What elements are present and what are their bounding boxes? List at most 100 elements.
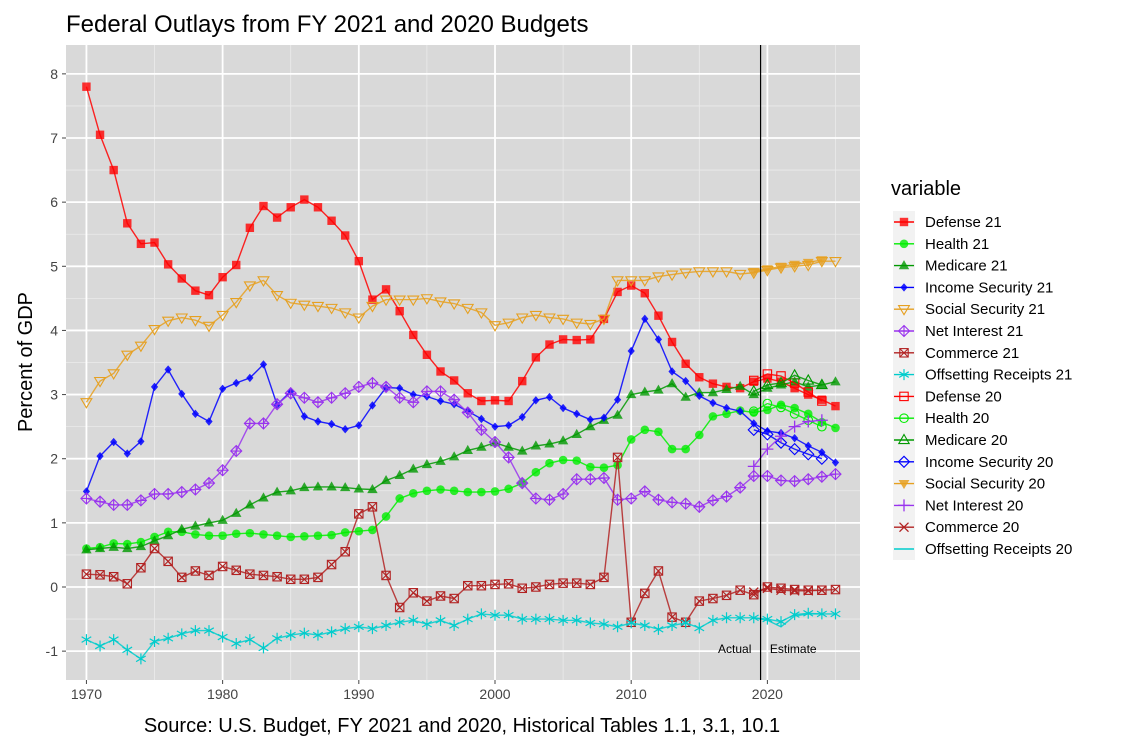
point-commerce-21 xyxy=(640,588,650,599)
x-tick-label: 2000 xyxy=(479,686,510,702)
point-medicare-21 xyxy=(666,378,678,388)
point-social-security-21 xyxy=(80,398,93,409)
point-income-security-21 xyxy=(505,421,513,430)
point-medicare-21 xyxy=(748,389,759,399)
line-income-security-20 xyxy=(753,429,823,460)
point-net-interest-21 xyxy=(284,387,297,400)
point-health-21 xyxy=(831,423,840,433)
point-net-interest-21 xyxy=(379,380,393,394)
point-offsetting-receipts-21 xyxy=(612,621,623,633)
chart-title: Federal Outlays from FY 2021 and 2020 Bu… xyxy=(66,11,589,38)
point-net-interest-21 xyxy=(829,467,842,481)
point-medicare-21 xyxy=(217,514,228,524)
point-income-security-21 xyxy=(191,409,199,419)
point-social-security-21 xyxy=(570,318,584,330)
series-income-security-20 xyxy=(747,423,829,465)
point-social-security-21 xyxy=(134,341,148,353)
point-medicare-21 xyxy=(571,428,582,438)
point-income-security-21 xyxy=(436,396,445,406)
legend-label: Health 21 xyxy=(925,236,989,253)
point-income-security-21 xyxy=(668,367,676,376)
point-health-21 xyxy=(694,430,704,440)
point-net-interest-21 xyxy=(325,391,338,405)
point-health-21 xyxy=(395,494,404,503)
point-income-security-21 xyxy=(682,376,690,386)
point-social-security-21 xyxy=(216,310,229,322)
point-defense-21 xyxy=(232,260,241,270)
point-social-security-21 xyxy=(733,269,747,281)
legend-item-defense-21: Defense 21 xyxy=(893,211,1002,233)
y-tick-label: 5 xyxy=(50,258,58,274)
point-commerce-21 xyxy=(558,578,568,588)
point-net-interest-21 xyxy=(407,395,420,409)
point-income-security-20 xyxy=(788,442,801,456)
series-defense-21 xyxy=(82,82,840,411)
point-social-security-21 xyxy=(229,298,243,309)
point-commerce-21 xyxy=(789,584,800,595)
point-defense-21 xyxy=(381,285,391,294)
point-income-security-21 xyxy=(96,451,104,461)
point-health-21 xyxy=(368,525,377,535)
point-income-security-21 xyxy=(518,412,526,422)
point-net-interest-21 xyxy=(175,485,189,499)
legend-label: Health 20 xyxy=(925,410,989,427)
point-income-security-21 xyxy=(205,417,213,426)
legend-key-marker xyxy=(897,433,911,445)
point-health-21 xyxy=(708,412,718,421)
point-net-interest-21 xyxy=(706,494,720,507)
point-net-interest-21 xyxy=(311,395,325,409)
point-medicare-21 xyxy=(258,492,269,502)
legend-label: Offsetting Receipts 21 xyxy=(925,367,1072,384)
point-offsetting-receipts-21 xyxy=(517,613,528,625)
point-net-interest-21 xyxy=(366,376,379,390)
point-net-interest-20 xyxy=(761,443,774,456)
point-offsetting-receipts-21 xyxy=(81,634,92,646)
point-commerce-21 xyxy=(830,584,841,595)
point-health-21 xyxy=(300,532,309,541)
point-defense-21 xyxy=(695,373,704,382)
point-defense-21 xyxy=(286,203,295,212)
legend-item-net-interest-21: Net Interest 21 xyxy=(893,320,1023,342)
point-medicare-21 xyxy=(762,382,773,392)
point-defense-20 xyxy=(776,371,786,381)
point-health-21 xyxy=(640,425,650,435)
legend-label: Income Security 21 xyxy=(925,279,1053,296)
point-commerce-21 xyxy=(122,579,133,589)
point-social-security-21 xyxy=(352,313,366,325)
point-offsetting-receipts-21 xyxy=(653,623,664,635)
point-income-security-21 xyxy=(314,417,322,426)
point-commerce-21 xyxy=(326,559,337,570)
point-health-21 xyxy=(327,530,336,540)
legend-item-social-security-20: Social Security 20 xyxy=(893,472,1045,495)
point-social-security-21 xyxy=(338,308,352,320)
point-social-security-20 xyxy=(775,262,787,272)
point-social-security-21 xyxy=(120,350,134,362)
point-net-interest-21 xyxy=(720,490,733,503)
legend-label: Social Security 20 xyxy=(925,476,1045,493)
point-offsetting-receipts-21 xyxy=(571,614,582,626)
point-health-21 xyxy=(272,531,282,540)
point-health-20 xyxy=(789,408,800,419)
point-medicare-21 xyxy=(394,469,405,479)
x-axis: 1970 1980 1990 2000 2010 2020 xyxy=(71,680,783,702)
point-net-interest-21 xyxy=(243,417,257,430)
point-medicare-21 xyxy=(408,463,419,473)
point-defense-21 xyxy=(368,295,377,304)
point-medicare-21 xyxy=(435,455,446,465)
x-tick-label: 2010 xyxy=(616,686,647,702)
point-income-security-21 xyxy=(300,412,308,421)
point-offsetting-receipts-21 xyxy=(190,625,201,637)
point-net-interest-20 xyxy=(802,415,815,428)
point-income-security-20 xyxy=(774,436,788,449)
point-net-interest-20 xyxy=(788,420,801,433)
point-net-interest-21 xyxy=(761,469,774,483)
point-offsetting-receipts-21 xyxy=(476,608,487,620)
point-income-security-21 xyxy=(641,314,649,324)
point-commerce-21 xyxy=(177,572,187,583)
point-commerce-21 xyxy=(381,570,391,581)
point-defense-21 xyxy=(163,260,173,269)
point-defense-21 xyxy=(409,330,418,340)
point-offsetting-receipts-21 xyxy=(748,612,759,624)
legend-key-marker xyxy=(897,324,911,338)
point-medicare-21 xyxy=(122,543,133,553)
